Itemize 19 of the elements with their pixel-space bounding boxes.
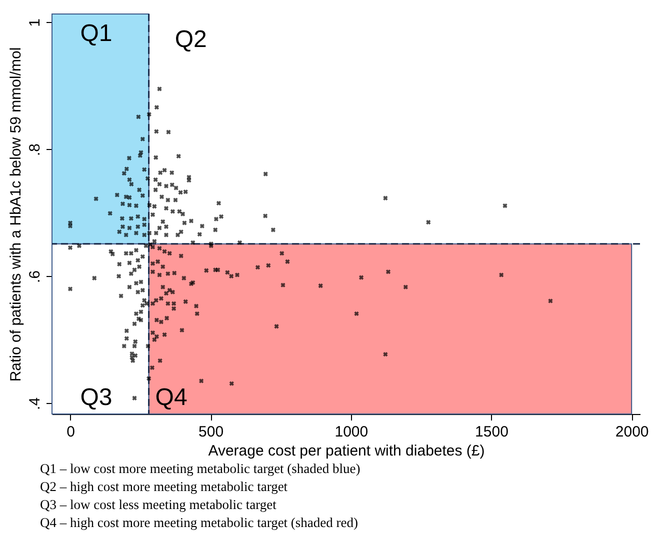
x-tick-label: 0 [66, 424, 75, 440]
text: Q2 – high cost more meeting metabolic target [40, 478, 289, 496]
y-tick-label: .8 [26, 143, 44, 156]
y-tick-label: .4 [26, 397, 44, 410]
ref-line-label: Q2 [174, 26, 207, 53]
x-tick-label: 500 [198, 424, 224, 440]
band-label: Q3 [80, 384, 112, 411]
text: Q3 – low cost less meeting metabolic target [40, 496, 278, 514]
x-tick-label: 2000 [615, 424, 649, 440]
text: Q4 – high cost more meeting metabolic target (shaded red) [40, 514, 360, 532]
y-axis-title: Ratio of patients with a HbA1c below 59 mmol/mol [8, 47, 24, 382]
band-label: Q1 [80, 20, 112, 47]
band-label: Q4 [155, 384, 188, 411]
x-tick-label: 1000 [334, 424, 368, 440]
x-tick-label: 1500 [475, 424, 508, 440]
y-tick-label: 1 [26, 18, 44, 27]
y-tick-label: .6 [26, 270, 44, 283]
x-axis-title: Average cost per patient with diabetes (£) [208, 442, 485, 460]
text: Q1 – low cost more meeting metabolic target (shaded blue) [40, 460, 362, 478]
